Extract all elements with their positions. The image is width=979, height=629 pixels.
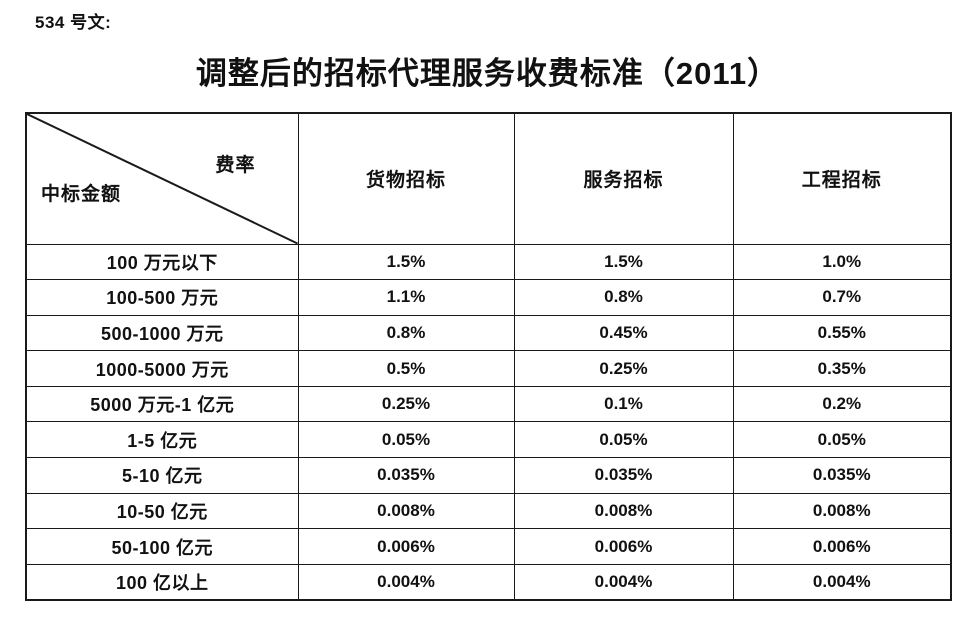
corner-label-rate: 费率 bbox=[215, 155, 256, 176]
fee-value: 0.05% bbox=[732, 421, 952, 459]
fee-value: 1.0% bbox=[732, 243, 952, 281]
col-header-engineering: 工程招标 bbox=[732, 112, 952, 245]
fee-value: 0.45% bbox=[513, 314, 734, 352]
fee-value: 0.8% bbox=[513, 279, 734, 316]
amount-label: 100 万元以下 bbox=[25, 243, 299, 281]
table-row: 1000-5000 万元 0.5% 0.25% 0.35% bbox=[25, 350, 952, 387]
amount-label: 5-10 亿元 bbox=[25, 457, 299, 494]
fee-value: 0.25% bbox=[297, 385, 515, 423]
fee-value: 0.004% bbox=[297, 563, 515, 601]
fee-value: 0.7% bbox=[732, 279, 952, 316]
table-row: 5-10 亿元 0.035% 0.035% 0.035% bbox=[25, 457, 952, 494]
fee-value: 0.035% bbox=[513, 457, 734, 494]
corner-label-amount: 中标金额 bbox=[41, 183, 122, 205]
fee-value: 0.2% bbox=[732, 385, 952, 423]
fee-value: 0.004% bbox=[732, 563, 952, 601]
amount-label: 100 亿以上 bbox=[25, 563, 299, 601]
fee-value: 0.035% bbox=[297, 457, 515, 494]
amount-label: 10-50 亿元 bbox=[25, 492, 299, 530]
fee-value: 0.006% bbox=[297, 528, 515, 565]
fee-value: 0.55% bbox=[732, 314, 952, 352]
fee-rate-table: 费率 中标金额 货物招标 服务招标 工程招标 100 万元以下 1.5% 1.5… bbox=[25, 112, 952, 601]
amount-label: 50-100 亿元 bbox=[25, 528, 299, 565]
table-row: 50-100 亿元 0.006% 0.006% 0.006% bbox=[25, 528, 952, 565]
col-header-goods: 货物招标 bbox=[297, 112, 515, 245]
fee-value: 0.35% bbox=[732, 350, 952, 387]
diagonal-divider-line bbox=[27, 114, 297, 243]
table-header-row: 费率 中标金额 货物招标 服务招标 工程招标 bbox=[25, 112, 952, 245]
fee-value: 0.05% bbox=[513, 421, 734, 459]
corner-header-cell: 费率 中标金额 bbox=[25, 112, 299, 245]
col-header-services: 服务招标 bbox=[513, 112, 734, 245]
amount-label: 5000 万元-1 亿元 bbox=[25, 385, 299, 423]
fee-value: 0.1% bbox=[513, 385, 734, 423]
doc-number-label: 534 号文: bbox=[35, 13, 112, 32]
table-row: 10-50 亿元 0.008% 0.008% 0.008% bbox=[25, 492, 952, 530]
amount-label: 1-5 亿元 bbox=[25, 421, 299, 459]
fee-value: 0.035% bbox=[732, 457, 952, 494]
fee-value: 1.1% bbox=[297, 279, 515, 316]
fee-value: 0.008% bbox=[297, 492, 515, 530]
table-row: 500-1000 万元 0.8% 0.45% 0.55% bbox=[25, 314, 952, 352]
amount-label: 500-1000 万元 bbox=[25, 314, 299, 352]
fee-value: 0.004% bbox=[513, 563, 734, 601]
fee-value: 1.5% bbox=[297, 243, 515, 281]
table-row: 100-500 万元 1.1% 0.8% 0.7% bbox=[25, 279, 952, 316]
table-row: 1-5 亿元 0.05% 0.05% 0.05% bbox=[25, 421, 952, 459]
fee-value: 0.25% bbox=[513, 350, 734, 387]
amount-label: 1000-5000 万元 bbox=[25, 350, 299, 387]
fee-value: 0.006% bbox=[732, 528, 952, 565]
table-row: 100 万元以下 1.5% 1.5% 1.0% bbox=[25, 243, 952, 281]
table-row: 100 亿以上 0.004% 0.004% 0.004% bbox=[25, 563, 952, 601]
fee-value: 0.5% bbox=[297, 350, 515, 387]
fee-value: 0.05% bbox=[297, 421, 515, 459]
fee-value: 0.8% bbox=[297, 314, 515, 352]
page-title: 调整后的招标代理服务收费标准（2011） bbox=[195, 56, 780, 91]
fee-value: 0.006% bbox=[513, 528, 734, 565]
fee-value: 1.5% bbox=[513, 243, 734, 281]
table-row: 5000 万元-1 亿元 0.25% 0.1% 0.2% bbox=[25, 385, 952, 423]
fee-value: 0.008% bbox=[513, 492, 734, 530]
amount-label: 100-500 万元 bbox=[25, 279, 299, 316]
fee-value: 0.008% bbox=[732, 492, 952, 530]
